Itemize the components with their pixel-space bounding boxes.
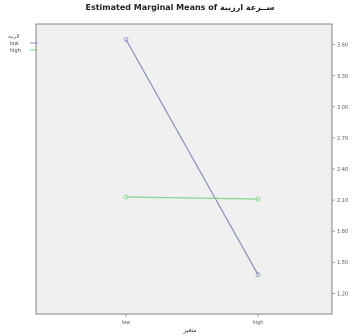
y-tick-label: 3.60 (337, 43, 348, 49)
y-tick-label: 2.10 (337, 198, 348, 204)
data-point (255, 272, 261, 278)
y-tick-label: 3.00 (337, 105, 348, 111)
y-tick-label: 2.70 (337, 136, 348, 142)
series-line-2 (125, 196, 259, 200)
data-point (123, 194, 129, 200)
y-tick-label: 2.40 (337, 167, 348, 173)
data-point (123, 37, 129, 42)
y-tick-label: 1.20 (337, 291, 348, 297)
x-axis: low high (122, 314, 264, 326)
series-line-1 (125, 39, 259, 275)
x-tick-label: high (253, 320, 264, 326)
series-group (123, 37, 261, 278)
x-axis-title: متغير (182, 327, 196, 334)
legend: الرتبة low high (8, 34, 38, 54)
y-axis: 1.20 1.50 1.80 2.10 2.40 2.70 3.00 3.30 3.60 (332, 43, 348, 297)
data-point (255, 196, 261, 202)
x-tick-label: low (122, 320, 131, 326)
chart-title: Estimated Marginal Means of ســرعة ارزيب… (86, 3, 275, 12)
legend-item-a: low (10, 41, 19, 47)
y-tick-label: 3.30 (337, 74, 348, 80)
y-tick-label: 1.80 (337, 229, 348, 235)
legend-title: الرتبة (8, 34, 19, 40)
plot-area (35, 23, 333, 315)
legend-item-b: high (10, 48, 21, 54)
y-tick-label: 1.50 (337, 260, 348, 266)
